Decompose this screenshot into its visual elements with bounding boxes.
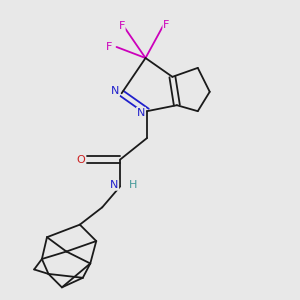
- Text: N: N: [111, 86, 119, 96]
- Text: N: N: [137, 108, 145, 118]
- Text: F: F: [118, 21, 125, 31]
- Text: F: F: [106, 42, 112, 52]
- Text: N: N: [110, 180, 118, 190]
- Text: F: F: [163, 20, 170, 30]
- Text: H: H: [128, 180, 137, 190]
- Text: O: O: [76, 154, 85, 165]
